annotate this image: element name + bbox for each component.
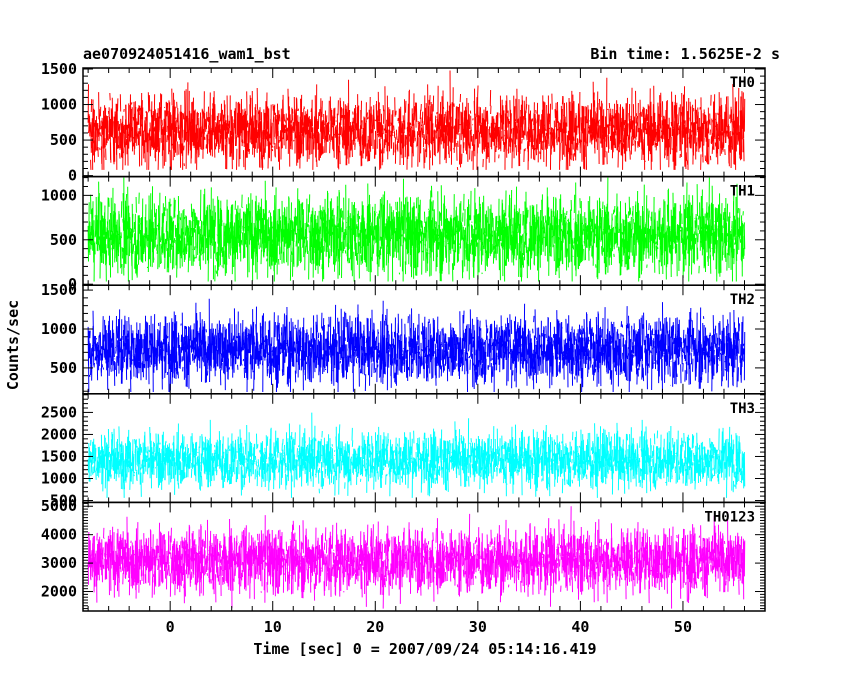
y-tick-label: 1000: [41, 469, 77, 487]
panel-tag: TH0: [730, 75, 755, 91]
x-tick-label: 30: [469, 618, 487, 636]
bin-time-label: Bin time: 1.5625E-2 s: [590, 45, 780, 63]
x-tick-label: 0: [166, 618, 175, 636]
y-tick-label: 500: [50, 231, 77, 249]
y-tick-label: 0: [68, 275, 77, 293]
y-tick-label: 1000: [41, 320, 77, 338]
plot-title: ae070924051416_wam1_bst: [83, 45, 291, 63]
series-th2: [87, 298, 746, 393]
panels-group: 0 500 1000 1500 TH0 0 500 1000 TH1 500 1000 1500 TH2…: [41, 60, 766, 612]
x-axis: 0 10 20 30 40 50: [166, 618, 692, 636]
y-tick-label: 5000: [41, 497, 77, 515]
y-tick-label: 3000: [41, 554, 77, 572]
x-tick-label: 20: [366, 618, 384, 636]
y-tick-label: 500: [50, 359, 77, 377]
x-tick-label: 40: [571, 618, 589, 636]
y-tick-label: 2500: [41, 403, 77, 421]
y-tick-label: 1500: [41, 281, 77, 299]
y-tick-label: 500: [50, 131, 77, 149]
panel-th0: 0 500 1000 1500 TH0: [41, 60, 766, 185]
panel-tag: TH0123: [704, 509, 755, 525]
y-tick-label: 2000: [41, 425, 77, 443]
y-tick-label: 1500: [41, 447, 77, 465]
panel-frame: [82, 501, 766, 612]
panel-th2: 500 1000 1500 TH2: [41, 281, 766, 395]
y-tick-label: 2000: [41, 583, 77, 601]
x-axis-label: Time [sec] 0 = 2007/09/24 05:14:16.419: [253, 640, 596, 658]
panel-tag: TH2: [730, 292, 755, 308]
y-tick-label: 4000: [41, 526, 77, 544]
panel-th0123: 2000 3000 4000 5000 TH0123: [41, 497, 766, 612]
y-tick-label: 500: [50, 492, 77, 510]
panel-th3: 500 1000 1500 2000 2500 TH3: [41, 393, 766, 510]
panel-tag: TH1: [730, 184, 755, 200]
panel-th1: 0 500 1000 TH1: [41, 175, 766, 293]
series-th0123: [87, 506, 746, 609]
series-th1: [87, 177, 746, 282]
y-tick-label: 0: [68, 167, 77, 185]
x-tick-label: 10: [264, 618, 282, 636]
series-th3: [87, 412, 746, 498]
series-th0: [87, 70, 746, 170]
y-tick-label: 1500: [41, 60, 77, 78]
panel-tag: TH3: [730, 401, 755, 417]
y-tick-label: 1000: [41, 186, 77, 204]
x-tick-label: 50: [674, 618, 692, 636]
y-tick-label: 1000: [41, 96, 77, 114]
y-axis-label: Counts/sec: [4, 300, 22, 390]
